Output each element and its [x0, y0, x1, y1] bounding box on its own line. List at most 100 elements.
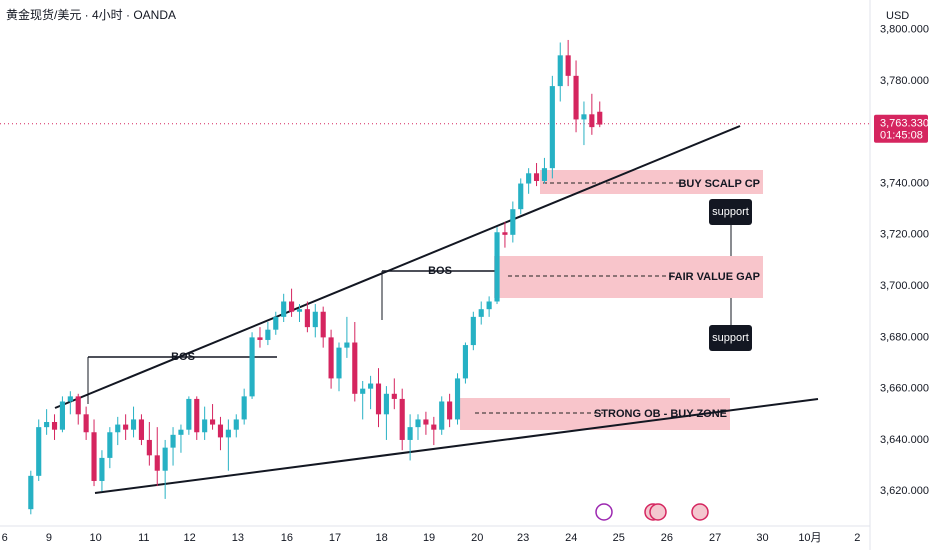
candle-body — [99, 457, 105, 481]
candle-body — [589, 114, 595, 128]
y-tick-label: 3,660.000 — [880, 383, 929, 395]
candle-body — [549, 86, 555, 169]
y-tick-label: 3,800.000 — [880, 24, 929, 36]
y-tick-label: 3,720.000 — [880, 229, 929, 241]
candle-body — [454, 378, 461, 420]
y-tick-label: 3,620.000 — [880, 485, 929, 497]
y-tick-label: 3,740.000 — [880, 177, 929, 189]
zone-label: STRONG OB - BUY ZONE — [594, 408, 727, 420]
candle-body — [107, 432, 113, 458]
zone-fvg — [494, 256, 763, 298]
candle-body — [383, 393, 389, 415]
candle-body — [344, 342, 350, 348]
candle-body — [178, 429, 184, 435]
candle-body — [296, 309, 303, 312]
callout-box — [709, 325, 752, 351]
x-tick-label: 18 — [376, 532, 388, 544]
candle-body — [289, 301, 295, 312]
candle-body — [51, 422, 58, 430]
candle-body — [146, 439, 152, 456]
x-tick-label: 26 — [661, 532, 673, 544]
candle-body — [423, 419, 429, 425]
x-tick-label: 30 — [756, 532, 768, 544]
candle-body — [83, 414, 89, 433]
candle-body — [36, 427, 42, 476]
candle-body — [273, 316, 279, 330]
chart-title: 黄金现货/美元 · 4小时 · OANDA — [6, 7, 176, 22]
candle-body — [399, 398, 405, 440]
candle-body — [502, 232, 508, 235]
callout-box — [709, 199, 752, 225]
candle-body — [518, 183, 524, 210]
candle-body — [328, 337, 334, 379]
candle-body — [320, 311, 326, 338]
candle-body — [28, 475, 34, 510]
y-tick-label: 3,680.000 — [880, 331, 929, 343]
callout-label: support — [712, 206, 749, 218]
candle-body — [67, 396, 73, 402]
candle-body — [407, 427, 413, 440]
x-tick-label: 23 — [517, 532, 529, 544]
x-tick-label: 17 — [329, 532, 341, 544]
callout-label: support — [712, 332, 749, 344]
candle-body — [494, 232, 500, 302]
candle-body — [478, 309, 484, 317]
candle-body — [431, 424, 437, 430]
candle-body — [209, 419, 216, 425]
bos-label: BOS — [171, 351, 195, 363]
candle-body — [225, 429, 231, 438]
last-price-label: 3,763.330 — [880, 118, 929, 130]
x-tick-label: 19 — [423, 532, 435, 544]
candle-body — [439, 401, 445, 430]
trendline — [94, 398, 819, 494]
candle-body — [581, 114, 587, 120]
candle-body — [533, 173, 540, 181]
x-tick-label: 16 — [281, 532, 293, 544]
candle-body — [526, 173, 532, 184]
zone-label: BUY SCALP CP — [678, 178, 760, 190]
candle-body — [486, 301, 492, 310]
y-tick-label: 3,780.000 — [880, 75, 929, 87]
candle-body — [265, 329, 271, 340]
x-tick-label: 2 — [854, 532, 860, 544]
countdown-label: 01:45:08 — [880, 130, 923, 142]
candle-body — [510, 209, 516, 235]
candle-body — [375, 383, 382, 415]
candle-body — [257, 337, 263, 340]
candle-body — [281, 301, 287, 317]
x-tick-label: 27 — [709, 532, 721, 544]
y-tick-label: 3,640.000 — [880, 434, 929, 446]
candle-body — [130, 419, 137, 430]
candle-body — [202, 419, 208, 433]
event-icon[interactable] — [649, 503, 667, 521]
last-price-box — [874, 114, 928, 143]
event-icon[interactable] — [691, 503, 709, 521]
candle-body — [233, 419, 239, 430]
x-tick-label: 13 — [232, 532, 244, 544]
candle-body — [312, 311, 318, 328]
candle-body — [304, 309, 310, 328]
candle-body — [557, 55, 563, 87]
candle-body — [241, 396, 247, 420]
candle-body — [470, 316, 476, 346]
trendline — [54, 125, 741, 409]
candle-body — [391, 393, 397, 399]
x-tick-label: 11 — [138, 532, 149, 544]
candle-body — [352, 342, 358, 394]
candle-body — [415, 419, 421, 428]
x-tick-label: 9 — [46, 532, 52, 544]
candle-body — [368, 383, 374, 389]
candle-body — [565, 55, 571, 76]
candle-body — [59, 401, 65, 430]
candle-body — [186, 398, 192, 430]
x-tick-label: 12 — [184, 532, 196, 544]
candle-body — [115, 424, 121, 433]
zone-label: FAIR VALUE GAP — [669, 271, 760, 283]
candle-body — [170, 434, 176, 448]
candle-body — [138, 419, 145, 440]
x-tick-label: 6 — [2, 532, 8, 544]
event-icon[interactable] — [595, 503, 613, 521]
candle-body — [597, 111, 603, 125]
x-tick-label: 25 — [613, 532, 625, 544]
y-tick-label: 3,700.000 — [880, 280, 929, 292]
